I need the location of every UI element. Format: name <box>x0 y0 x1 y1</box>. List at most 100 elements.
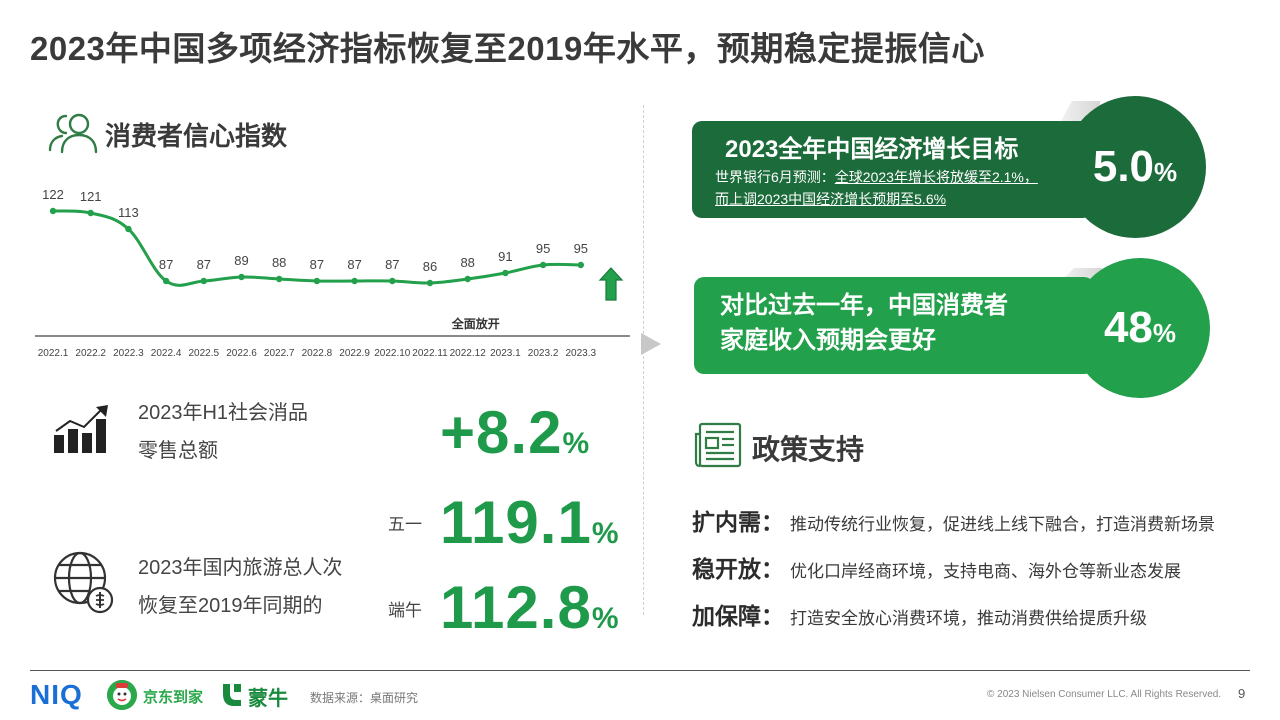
income-expectation-text: 对比过去一年，中国消费者 家庭收入预期会更好 <box>720 288 1050 358</box>
policy-item-text: 推动传统行业恢复，促进线上线下融合，打造消费新场景 <box>790 515 1215 534</box>
niq-logo: NIQ <box>30 679 83 710</box>
tick-label: 2022.4 <box>151 348 182 359</box>
data-point <box>87 209 94 217</box>
data-point <box>351 277 358 285</box>
data-label: 87 <box>159 257 173 272</box>
income-expectation-card <box>694 277 1094 374</box>
travel-label-line2: 恢复至2019年同期的 <box>138 595 323 617</box>
data-point <box>426 279 434 287</box>
retail-label: 2023年H1社会消品 零售总额 <box>138 394 308 470</box>
data-label: 89 <box>234 253 248 268</box>
arrow-right-icon <box>641 333 661 355</box>
growth-chart-icon <box>54 405 108 453</box>
copyright: © 2023 Nielsen Consumer LLC. All Rights … <box>987 689 1222 700</box>
tick-label: 2022.10 <box>374 348 411 359</box>
growth-desc-underlined: 全球2023年增长将放缓至2.1%，而上调2023中国经济增长预期至5.6% <box>715 169 1038 207</box>
jd-daojia-logo-icon <box>107 680 137 710</box>
income-value-number: 48 <box>1103 303 1153 352</box>
data-point <box>200 277 207 285</box>
data-label: 87 <box>197 257 211 272</box>
tick-label: 2022.5 <box>189 348 220 359</box>
data-label: 87 <box>347 257 361 272</box>
tick-label: 2022.3 <box>113 348 144 359</box>
tick-label: 2022.6 <box>226 348 257 359</box>
users-icon <box>48 113 98 154</box>
mayday-value: 119.1% <box>440 493 620 553</box>
data-label: 88 <box>272 255 286 270</box>
annotation-label: 全面放开 <box>451 316 500 331</box>
data-point <box>389 277 396 285</box>
data-label: 113 <box>118 205 139 220</box>
data-label: 87 <box>310 257 324 272</box>
tick-label: 2022.11 <box>412 348 448 359</box>
page-title: 2023年中国多项经济指标恢复至2019年水平，预期稳定提振信心 <box>30 30 985 67</box>
mengniu-logo-icon <box>223 684 241 706</box>
mayday-value-number: 119.1 <box>440 489 592 556</box>
tick-label: 2022.7 <box>264 348 295 359</box>
tick-label: 2022.9 <box>339 348 370 359</box>
data-label: 95 <box>536 241 550 256</box>
policy-title: 政策支持 <box>752 434 865 465</box>
data-point <box>162 277 170 285</box>
retail-value-pct: % <box>562 427 591 460</box>
tick-label: 2022.2 <box>75 348 106 359</box>
growth-desc-prefix: 世界银行6月预测： <box>715 169 835 185</box>
data-point <box>539 261 547 269</box>
data-label: 122 <box>42 187 64 202</box>
income-expectation-circle: 48% <box>1070 258 1210 398</box>
growth-target-desc: 世界银行6月预测：全球2023年增长将放缓至2.1%，而上调2023中国经济增长… <box>715 166 1045 210</box>
policy-item: 加保障： 打造安全放心消费环境，推动消费供给提质升级 <box>692 597 1147 631</box>
duanwu-value: 112.8% <box>440 578 620 638</box>
tick-label: 2022.8 <box>302 348 333 359</box>
duanwu-value-number: 112.8 <box>440 574 592 641</box>
policy-item-text: 优化口岸经商环境，支持电商、海外仓等新业态发展 <box>790 562 1181 581</box>
data-label: 86 <box>423 259 437 274</box>
growth-value-pct: % <box>1154 157 1178 187</box>
growth-target-title: 2023全年中国经济增长目标 <box>725 136 1019 163</box>
policy-item-head: 稳开放： <box>692 556 784 582</box>
income-value-pct: % <box>1152 318 1177 348</box>
data-label: 88 <box>460 255 474 270</box>
tick-label: 2022.1 <box>38 348 69 359</box>
income-text-line2: 家庭收入预期会更好 <box>720 327 936 354</box>
data-point <box>49 207 57 215</box>
data-label: 95 <box>574 241 588 256</box>
retail-value-number: +8.2 <box>440 399 563 466</box>
policy-item-text: 打造安全放心消费环境，推动消费供给提质升级 <box>790 609 1147 628</box>
data-point <box>238 273 245 281</box>
travel-label: 2023年国内旅游总人次 恢复至2019年同期的 <box>138 549 343 625</box>
income-expectation-value: 48% <box>1104 303 1176 353</box>
growth-value-number: 5.0 <box>1092 142 1155 191</box>
mayday-value-pct: % <box>591 517 620 550</box>
data-point <box>577 261 584 269</box>
data-label: 91 <box>498 249 512 264</box>
tick-label: 2022.12 <box>450 348 487 359</box>
data-point <box>276 275 283 283</box>
vertical-divider <box>643 105 644 615</box>
growth-target-circle: 5.0% <box>1064 96 1206 238</box>
data-point <box>125 225 132 233</box>
retail-label-line2: 零售总额 <box>138 440 218 462</box>
duanwu-label: 端午 <box>388 601 422 620</box>
data-point <box>313 277 321 285</box>
tick-label: 2023.1 <box>490 348 521 359</box>
mengniu-label: 蒙牛 <box>248 688 288 710</box>
retail-label-line1: 2023年H1社会消品 <box>138 402 309 424</box>
globe-coin-icon <box>53 551 114 614</box>
travel-label-line1: 2023年国内旅游总人次 <box>138 557 343 579</box>
policy-item: 稳开放： 优化口岸经商环境，支持电商、海外仓等新业态发展 <box>692 550 1181 584</box>
growth-target-value: 5.0% <box>1093 142 1177 192</box>
data-source: 数据来源：桌面研究 <box>310 691 419 705</box>
retail-value: +8.2% <box>440 403 590 463</box>
data-label: 121 <box>80 189 102 204</box>
income-text-line1: 对比过去一年，中国消费者 <box>720 292 1008 319</box>
section-title: 消费者信心指数 <box>105 121 288 151</box>
policy-item-head: 加保障： <box>692 603 784 629</box>
data-point <box>464 275 471 283</box>
duanwu-value-pct: % <box>591 602 620 635</box>
tick-label: 2023.2 <box>528 348 559 359</box>
tick-label: 2023.3 <box>566 348 597 359</box>
mayday-label: 五一 <box>388 515 422 534</box>
footer-divider <box>30 670 1250 671</box>
growth-target-card <box>692 121 1092 218</box>
